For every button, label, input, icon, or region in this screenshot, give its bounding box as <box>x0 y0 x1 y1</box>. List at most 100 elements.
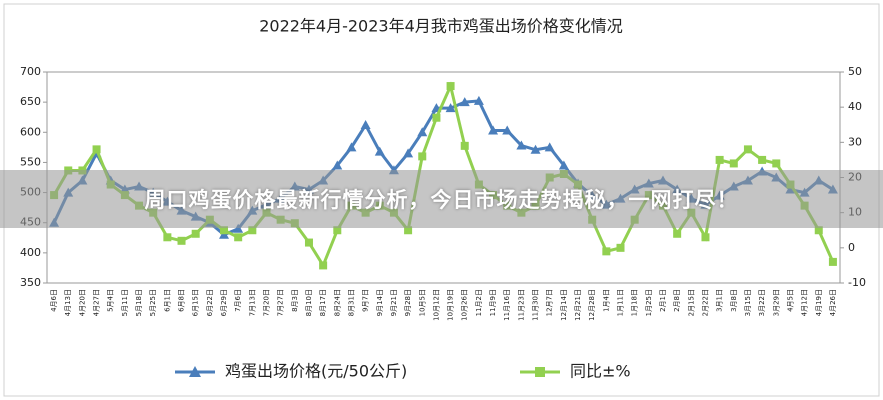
data-point <box>602 247 611 256</box>
data-point <box>701 233 710 242</box>
x-tick-label: 7月27日 <box>277 289 285 316</box>
data-point <box>360 120 371 130</box>
data-point <box>404 226 413 235</box>
y2-tick-label: -10 <box>848 276 866 289</box>
legend-marker <box>189 366 201 377</box>
banner: 周口鸡蛋价格最新行情分析，今日市场走势揭秘，一网打尽！ <box>0 170 883 228</box>
data-point <box>673 229 682 238</box>
legend-marker <box>535 367 545 377</box>
y-tick-label: 400 <box>20 246 41 259</box>
x-tick-label: 4月13日 <box>64 289 72 316</box>
x-tick-label: 4月6日 <box>50 289 58 312</box>
y2-tick-label: 0 <box>848 241 855 254</box>
x-tick-label: 3月8日 <box>730 289 738 312</box>
data-point <box>544 142 555 152</box>
data-point <box>374 146 385 156</box>
data-point <box>432 113 441 122</box>
x-tick-label: 12月14日 <box>560 289 568 321</box>
data-point <box>332 160 343 170</box>
x-tick-label: 11月30日 <box>532 289 540 321</box>
x-tick-label: 7月20日 <box>262 289 270 316</box>
y2-tick-label: 30 <box>848 135 862 148</box>
data-point <box>743 145 752 154</box>
y-tick-label: 700 <box>20 65 41 78</box>
data-point <box>333 226 342 235</box>
data-point <box>304 238 313 247</box>
x-tick-label: 6月15日 <box>192 289 200 316</box>
data-point <box>418 152 427 161</box>
y-tick-label: 550 <box>20 155 41 168</box>
x-tick-label: 5月4日 <box>107 289 115 312</box>
data-point <box>488 125 499 135</box>
data-point <box>219 229 230 239</box>
data-point <box>772 159 781 168</box>
x-tick-label: 10月26日 <box>461 289 469 321</box>
x-tick-label: 12月28日 <box>588 289 596 321</box>
data-point <box>715 155 724 164</box>
x-tick-label: 1月4日 <box>602 289 610 312</box>
x-tick-label: 6月8日 <box>178 289 186 312</box>
x-tick-label: 8月3日 <box>291 289 299 312</box>
x-tick-label: 7月6日 <box>234 289 242 312</box>
x-tick-label: 3月29日 <box>772 289 780 316</box>
x-tick-label: 9月28日 <box>404 289 412 316</box>
y-tick-label: 350 <box>20 276 41 289</box>
x-tick-label: 9月7日 <box>362 289 370 312</box>
data-point <box>616 243 625 252</box>
x-tick-label: 12月7日 <box>546 289 554 316</box>
data-point <box>177 236 186 245</box>
data-point <box>220 226 229 235</box>
data-point <box>729 159 738 168</box>
x-tick-label: 6月1日 <box>163 289 171 312</box>
x-tick-label: 4月27日 <box>93 289 101 316</box>
x-tick-label: 11月23日 <box>517 289 525 321</box>
x-tick-label: 7月13日 <box>248 289 256 316</box>
x-tick-label: 11月2日 <box>475 289 483 316</box>
x-tick-label: 2月1日 <box>659 289 667 312</box>
y2-tick-label: 40 <box>848 100 862 113</box>
x-tick-label: 10月12日 <box>432 289 440 321</box>
x-tick-label: 3月22日 <box>758 289 766 316</box>
x-tick-label: 4月19日 <box>815 289 823 316</box>
data-point <box>234 233 243 242</box>
data-point <box>530 144 541 154</box>
x-tick-label: 4月26日 <box>829 289 837 316</box>
data-point <box>446 82 455 91</box>
x-tick-label: 2月22日 <box>701 289 709 316</box>
x-tick-label: 4月20日 <box>78 289 86 316</box>
x-tick-label: 4月5日 <box>786 289 794 312</box>
data-point <box>233 223 244 233</box>
x-tick-label: 9月21日 <box>390 289 398 316</box>
data-point <box>417 127 428 137</box>
x-tick-label: 1月18日 <box>631 289 639 316</box>
x-tick-label: 3月1日 <box>716 289 724 312</box>
x-tick-label: 9月14日 <box>376 289 384 316</box>
data-point <box>346 142 357 152</box>
data-point <box>191 229 200 238</box>
data-point <box>758 155 767 164</box>
x-tick-label: 3月15日 <box>744 289 752 316</box>
x-tick-label: 8月17日 <box>319 289 327 316</box>
x-tick-label: 5月18日 <box>135 289 143 316</box>
data-point <box>502 125 513 135</box>
banner-text: 周口鸡蛋价格最新行情分析，今日市场走势揭秘，一网打尽！ <box>144 188 739 212</box>
x-tick-label: 10月19日 <box>447 289 455 321</box>
data-point <box>459 97 470 107</box>
data-point <box>814 226 823 235</box>
data-point <box>248 226 257 235</box>
x-tick-label: 6月29日 <box>220 289 228 316</box>
chart-title: 2022年4月-2023年4月我市鸡蛋出场价格变化情况 <box>259 17 623 36</box>
x-tick-label: 2月8日 <box>673 289 681 312</box>
x-tick-label: 1月25日 <box>645 289 653 316</box>
y2-tick-label: 50 <box>848 65 862 78</box>
x-tick-label: 8月31日 <box>347 289 355 316</box>
data-point <box>828 257 837 266</box>
data-point <box>319 261 328 270</box>
data-point <box>558 160 569 170</box>
data-point <box>460 141 469 150</box>
x-tick-label: 12月21日 <box>574 289 582 321</box>
legend-label: 鸡蛋出场价格(元/50公斤) <box>225 362 407 381</box>
data-point <box>445 103 456 113</box>
y-tick-label: 650 <box>20 95 41 108</box>
